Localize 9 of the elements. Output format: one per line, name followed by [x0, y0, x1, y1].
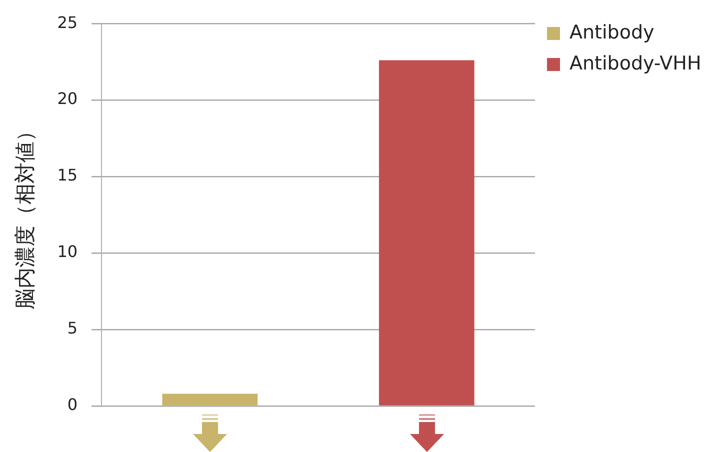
y-tick-label: 20 [57, 89, 78, 108]
y-axis-title: 脳内濃度（相対値） [13, 120, 38, 310]
y-tick-label: 0 [67, 395, 78, 414]
legend-label: Antibody-VHH [570, 52, 702, 74]
y-tick-label: 10 [57, 242, 78, 262]
y-tick-label: 15 [57, 166, 78, 185]
legend-label: Antibody [570, 21, 654, 44]
y-tick-label: 5 [67, 318, 78, 338]
y-tick-label: 25 [57, 12, 78, 32]
